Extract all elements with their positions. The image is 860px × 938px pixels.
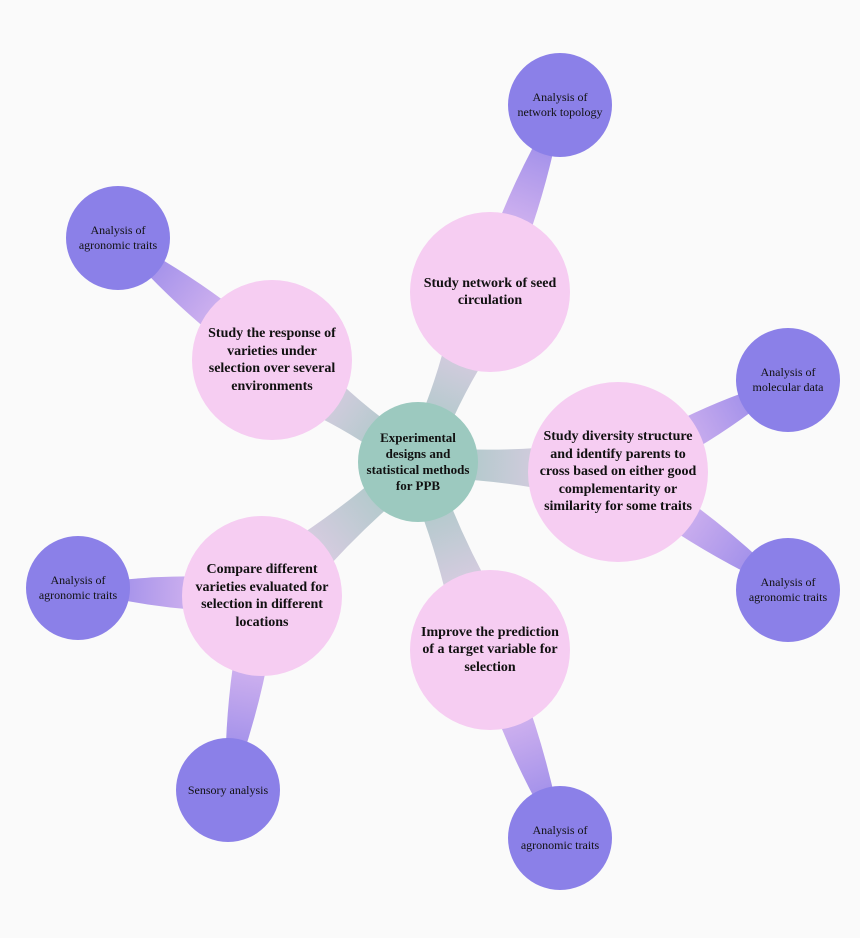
center-node: Experimental designs and statistical met… xyxy=(358,402,478,522)
branch-node-mid-compare-label: Compare different varieties evaluated fo… xyxy=(182,561,342,631)
mindmap-stage: Experimental designs and statistical met… xyxy=(0,0,860,938)
leaf-node-leaf-topology: Analysis of network topology xyxy=(508,53,612,157)
branch-node-mid-improve-label: Improve the prediction of a target varia… xyxy=(410,624,570,677)
branch-node-mid-network-label: Study network of seed circulation xyxy=(410,275,570,310)
leaf-node-leaf-agro-diversity-label: Analysis of agronomic traits xyxy=(736,575,840,605)
leaf-node-leaf-agro-response: Analysis of agronomic traits xyxy=(66,186,170,290)
branch-node-mid-diversity-label: Study diversity structure and identify p… xyxy=(528,428,708,516)
leaf-node-leaf-agro-improve: Analysis of agronomic traits xyxy=(508,786,612,890)
leaf-node-leaf-molecular-label: Analysis of molecular data xyxy=(736,365,840,395)
leaf-node-leaf-agro-compare-label: Analysis of agronomic traits xyxy=(26,573,130,603)
branch-node-mid-response: Study the response of varieties under se… xyxy=(192,280,352,440)
leaf-node-leaf-topology-label: Analysis of network topology xyxy=(508,90,612,120)
leaf-node-leaf-molecular: Analysis of molecular data xyxy=(736,328,840,432)
branch-node-mid-network: Study network of seed circulation xyxy=(410,212,570,372)
leaf-node-leaf-agro-compare: Analysis of agronomic traits xyxy=(26,536,130,640)
leaf-node-leaf-sensory: Sensory analysis xyxy=(176,738,280,842)
branch-node-mid-compare: Compare different varieties evaluated fo… xyxy=(182,516,342,676)
branch-node-mid-diversity: Study diversity structure and identify p… xyxy=(528,382,708,562)
leaf-node-leaf-agro-improve-label: Analysis of agronomic traits xyxy=(508,823,612,853)
leaf-node-leaf-agro-diversity: Analysis of agronomic traits xyxy=(736,538,840,642)
leaf-node-leaf-agro-response-label: Analysis of agronomic traits xyxy=(66,223,170,253)
branch-node-mid-response-label: Study the response of varieties under se… xyxy=(192,325,352,395)
center-node-label: Experimental designs and statistical met… xyxy=(358,430,478,495)
branch-node-mid-improve: Improve the prediction of a target varia… xyxy=(410,570,570,730)
leaf-node-leaf-sensory-label: Sensory analysis xyxy=(180,783,276,798)
